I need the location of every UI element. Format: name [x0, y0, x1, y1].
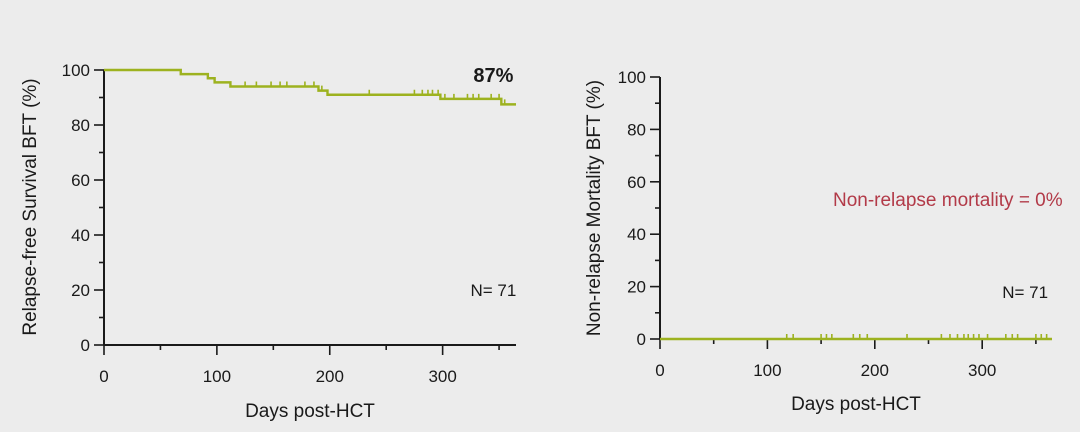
- nrm-annotation: Non-relapse mortality = 0%: [833, 190, 1063, 211]
- y-tick-label: 40: [627, 225, 646, 244]
- x-tick-label: 200: [861, 361, 889, 380]
- x-tick-label: 300: [968, 361, 996, 380]
- x-tick-label: 0: [99, 367, 108, 386]
- y-tick-label: 0: [81, 336, 90, 355]
- y-axis-label: Relapse-free Survival BFT (%): [20, 78, 41, 335]
- y-tick-label: 0: [637, 330, 646, 349]
- rfs-percent-annotation: 87%: [473, 65, 513, 87]
- y-tick-label: 20: [71, 281, 90, 300]
- x-tick-label: 0: [655, 361, 664, 380]
- survival-curve-line: [104, 68, 516, 106]
- y-tick-label: 60: [627, 173, 646, 192]
- x-tick-label: 300: [428, 367, 456, 386]
- y-tick-label: 80: [627, 120, 646, 139]
- sample-size-label: N= 71: [471, 281, 517, 300]
- y-tick-label: 80: [71, 116, 90, 135]
- y-tick-label: 20: [627, 278, 646, 297]
- y-tick-label: 60: [71, 171, 90, 190]
- chart-panel-1: 0 20 40 60 80 100 0 100 200 300 Relapse-free Survi…: [20, 61, 516, 422]
- x-tick-label: 100: [753, 361, 781, 380]
- x-axis-label: Days post-HCT: [245, 401, 375, 422]
- sample-size-label: N= 71: [1002, 283, 1048, 302]
- chart-panel-2: 0 20 40 60 80 100 0 100 200 300 Non-relapse Mortal…: [584, 68, 1063, 415]
- x-axis-label: Days post-HCT: [791, 394, 921, 415]
- x-tick-label: 200: [316, 367, 344, 386]
- y-tick-label: 100: [618, 68, 646, 87]
- y-tick-label: 40: [71, 226, 90, 245]
- y-tick-label: 100: [62, 61, 90, 80]
- x-tick-label: 100: [203, 367, 231, 386]
- y-axis-label: Non-relapse Mortality BFT (%): [584, 80, 605, 336]
